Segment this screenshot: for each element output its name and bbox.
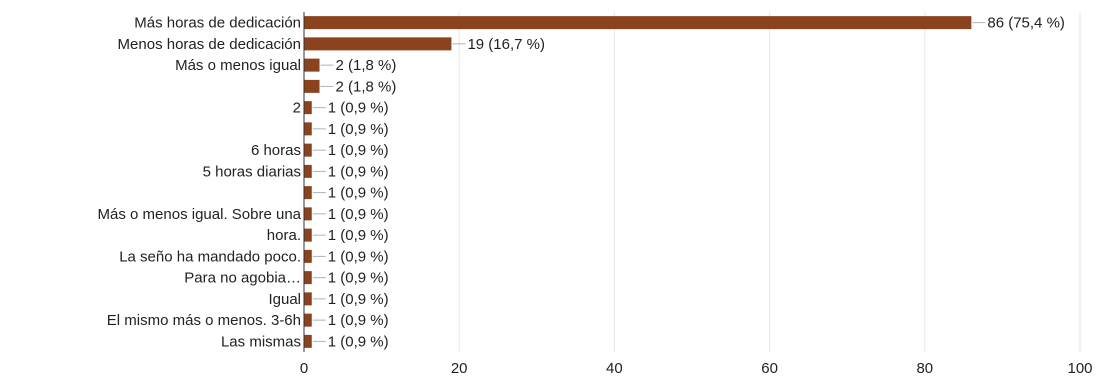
bar [304,292,312,306]
category-label: Igual [268,291,301,308]
x-tick-label: 20 [451,360,468,377]
bar [304,101,312,115]
data-label: 1 (0,9 %) [328,333,389,350]
category-label: 2 [293,100,301,117]
x-tick-label: 60 [761,360,778,377]
bar [304,334,312,348]
category-label: Más o menos igual. Sobre una [98,206,302,223]
data-label: 1 (0,9 %) [328,121,389,138]
category-label: Más o menos igual [175,57,301,74]
x-tick-labels: 0 20 40 60 80 100 [300,360,1093,377]
category-label: 5 horas diarias [203,163,301,180]
grid-lines [458,12,1081,352]
bar [304,58,320,72]
category-label: Para no agobia… [184,269,301,286]
x-tick-label: 100 [1067,360,1092,377]
bar [304,122,312,136]
category-label: 6 horas [251,142,301,159]
data-label: 1 (0,9 %) [328,100,389,117]
data-label: 1 (0,9 %) [328,248,389,265]
data-label: 1 (0,9 %) [328,291,389,308]
bars-group [304,16,972,348]
bar [304,16,972,30]
bar [304,207,312,221]
data-label: 2 (1,8 %) [336,78,397,95]
data-label: 1 (0,9 %) [328,227,389,244]
bar [304,228,312,242]
bar [304,249,312,263]
data-label: 1 (0,9 %) [328,163,389,180]
data-label: 86 (75,4 %) [987,15,1065,32]
bar [304,313,312,327]
bar [304,143,312,157]
bar [304,37,452,51]
category-labels: Más horas de dedicación Menos horas de de… [98,15,302,351]
category-label: Menos horas de dedicación [118,36,301,53]
data-label: 1 (0,9 %) [328,185,389,202]
category-label: La seño ha mandado poco. [119,248,301,265]
category-label: El mismo más o menos. 3-6h [107,312,301,329]
data-label: 1 (0,9 %) [328,206,389,223]
data-label: 1 (0,9 %) [328,312,389,329]
category-label: Más horas de dedicación [134,15,301,32]
data-label: 2 (1,8 %) [336,57,397,74]
x-tick-label: 40 [606,360,623,377]
bar [304,79,320,93]
leader-lines [312,22,986,342]
category-label: hora. [267,227,301,244]
data-label: 1 (0,9 %) [328,270,389,287]
bar [304,186,312,200]
data-label: 19 (16,7 %) [467,36,545,53]
bar [304,164,312,178]
x-tick-label: 80 [916,360,933,377]
category-label: Las mismas [221,333,301,350]
data-label: 1 (0,9 %) [328,142,389,159]
bar [304,271,312,285]
x-tick-label: 0 [300,360,308,377]
data-labels: 86 (75,4 %) 19 (16,7 %) 2 (1,8 %) 2 (1,8 %)… [328,15,1065,351]
